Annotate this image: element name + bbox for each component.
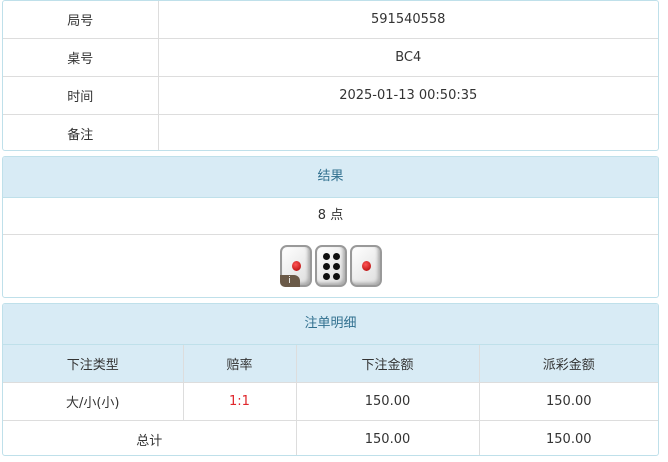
row-table: 桌号 BC4 [3,38,658,77]
result-points: 8 点 [3,198,658,235]
header-odds: 赔率 [182,345,297,383]
label: 时间 [3,76,159,115]
total-payout: 150.00 [478,420,658,455]
value: 2025-01-13 00:50:35 [157,76,658,115]
payout: 150.00 [478,382,658,421]
bet-type: 大/小(小) [3,382,184,421]
bet-details-table: 下注类型 赔率 下注金额 派彩金额 大/小(小) 1:1 150.00 150.… [3,345,658,455]
dice-row: i [3,235,658,297]
total-label: 总计 [3,420,297,455]
bet-details-title: 注单明细 [3,304,658,345]
odds: 1:1 [182,382,297,421]
result-title: 结果 [3,157,658,198]
label: 桌号 [3,38,159,77]
value: 591540558 [157,1,658,39]
round-info-table: 局号 591540558 桌号 BC4 时间 2025-01-13 00:50:35 … [3,1,658,150]
result-panel: 结果 8 点 i [2,156,659,298]
die-1-icon [349,245,382,287]
row-remark: 备注 [3,114,658,150]
die-6-icon [314,245,347,287]
table-row: 大/小(小) 1:1 150.00 150.00 [3,382,658,421]
info-badge[interactable]: i [279,275,300,287]
row-time: 时间 2025-01-13 00:50:35 [3,76,658,115]
header-type: 下注类型 [3,345,184,383]
label: 备注 [3,114,159,150]
die-1-icon: i [279,245,312,287]
value: BC4 [157,38,658,77]
row-round-id: 局号 591540558 [3,1,658,39]
bet-amount: 150.00 [295,382,480,421]
value [157,114,658,150]
header-amount: 下注金额 [295,345,480,383]
header-payout: 派彩金额 [478,345,658,383]
round-info-panel: 局号 591540558 桌号 BC4 时间 2025-01-13 00:50:35 … [2,0,659,151]
total-amount: 150.00 [295,420,480,455]
bet-details-panel: 注单明细 下注类型 赔率 下注金额 派彩金额 大/小(小) 1:1 150.00… [2,303,659,456]
total-row: 总计 150.00 150.00 [3,420,658,455]
header-row: 下注类型 赔率 下注金额 派彩金额 [3,345,658,383]
label: 局号 [3,1,159,39]
